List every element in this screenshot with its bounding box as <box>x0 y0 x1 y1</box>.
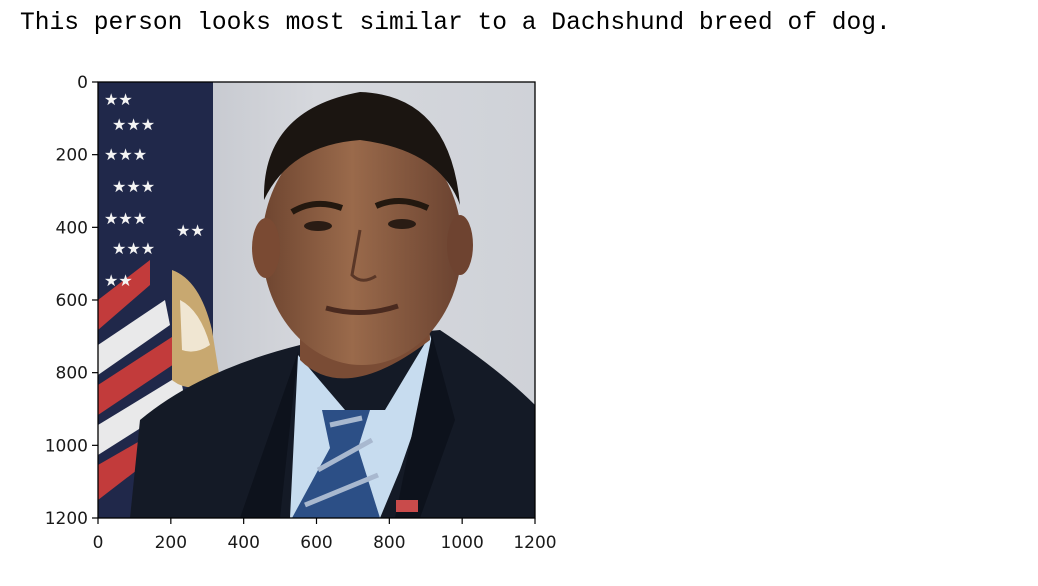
face-drawing <box>262 125 462 365</box>
svg-text:★★★: ★★★ <box>112 177 155 196</box>
y-tick-label: 800 <box>56 364 88 384</box>
y-tick-label: 0 <box>77 73 88 93</box>
svg-text:★★: ★★ <box>104 271 133 290</box>
svg-text:★★: ★★ <box>104 90 133 109</box>
lapel-pin-drawing <box>396 500 418 512</box>
svg-text:★★★: ★★★ <box>112 239 155 258</box>
tie-drawing <box>292 410 380 518</box>
y-tick-label: 200 <box>56 146 88 166</box>
svg-text:★★★: ★★★ <box>104 209 147 228</box>
x-tick-label: 200 <box>155 533 187 553</box>
x-tick-label: 400 <box>227 533 259 553</box>
cell-output-text: This person looks most similar to a Dach… <box>20 10 891 37</box>
y-tick-label: 1200 <box>45 509 88 529</box>
x-tick-label: 600 <box>300 533 332 553</box>
svg-text:★★★: ★★★ <box>112 115 155 134</box>
hair-drawing <box>263 92 460 205</box>
y-tick-label: 1000 <box>45 436 88 456</box>
x-tick-label: 1200 <box>513 533 556 553</box>
x-tick-label: 800 <box>373 533 405 553</box>
y-tick-label: 600 <box>56 291 88 311</box>
x-axis: 0 200 400 600 800 1000 1200 <box>93 518 557 553</box>
x-tick-label: 0 <box>93 533 104 553</box>
svg-text:★★: ★★ <box>176 221 205 240</box>
y-axis: 0 200 400 600 800 1000 1200 <box>45 73 98 529</box>
svg-text:★★★: ★★★ <box>104 145 147 164</box>
portrait-image: ★★ ★★★ ★★★ ★★★ ★★★ ★★★ ★★ ★★ <box>98 82 535 518</box>
x-tick-label: 1000 <box>441 533 484 553</box>
y-tick-label: 400 <box>56 218 88 238</box>
